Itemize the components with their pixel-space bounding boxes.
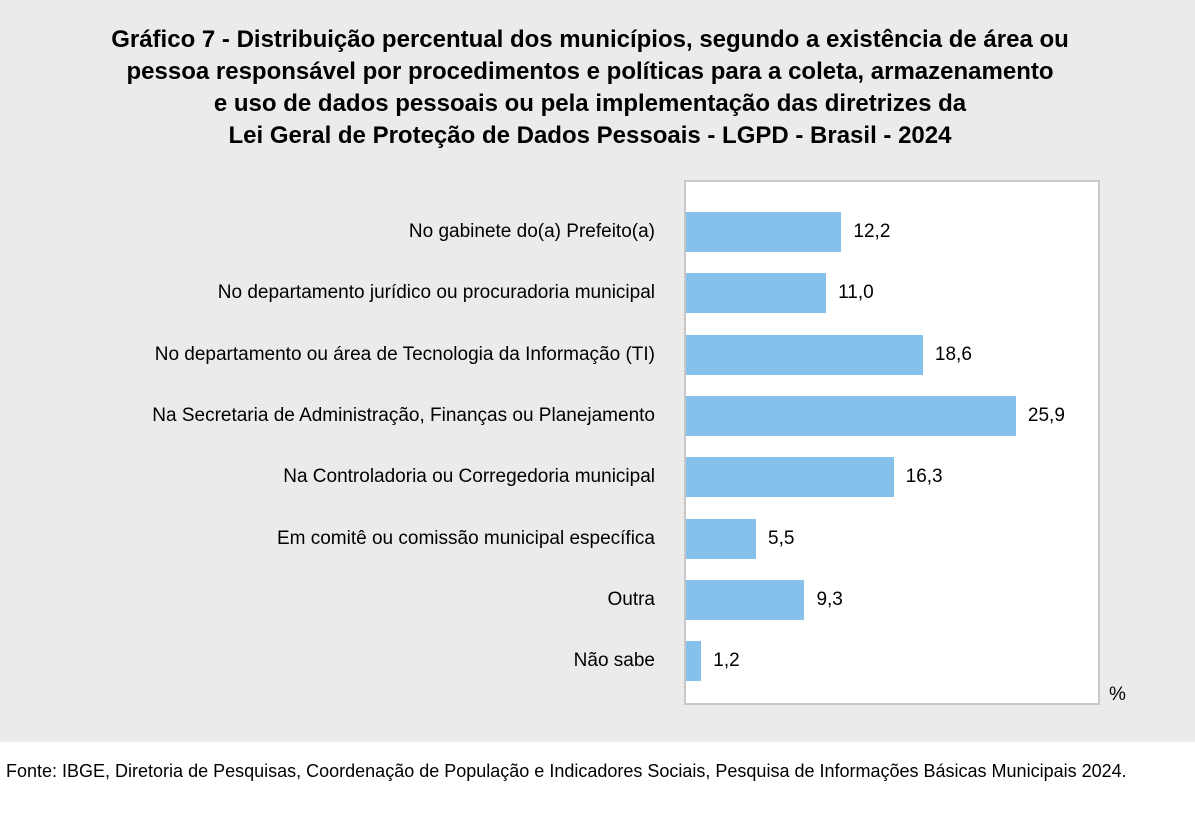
- category-label: Outra: [607, 588, 655, 610]
- data-label: 9,3: [816, 588, 843, 610]
- category-label: No gabinete do(a) Prefeito(a): [408, 221, 655, 242]
- category-label: Não sabe: [573, 650, 655, 672]
- category-label: Em comitê ou comissão municipal específi…: [276, 527, 655, 549]
- title-line: e uso de dados pessoais ou pela implemen…: [213, 90, 967, 117]
- unit-label: %: [1109, 684, 1126, 705]
- bar: [686, 334, 923, 375]
- title-line: pessoa responsável por procedimentos e p…: [126, 58, 1054, 85]
- bar: [686, 212, 842, 252]
- title-line: Gráfico 7 - Distribuição percentual dos …: [111, 26, 1069, 53]
- source-note: Fonte: IBGE, Diretoria de Pesquisas, Coo…: [6, 761, 1127, 781]
- title-line: Lei Geral de Proteção de Dados Pessoais …: [228, 122, 952, 149]
- data-label: 5,5: [768, 527, 795, 549]
- data-label: 11,0: [838, 282, 874, 304]
- data-label: 16,3: [905, 466, 943, 488]
- bar: [686, 457, 894, 498]
- bar: [686, 273, 827, 314]
- plot-area: [684, 180, 1100, 705]
- data-label: 1,2: [713, 650, 740, 672]
- chart-title: Gráfico 7 - Distribuição percentual dos …: [0, 24, 1180, 152]
- bar: [686, 395, 1016, 436]
- data-label: 25,9: [1027, 404, 1065, 426]
- data-label: 18,6: [934, 343, 972, 365]
- category-label: No departamento ou área de Tecnologia da…: [154, 343, 655, 365]
- data-label: 12,2: [853, 221, 891, 242]
- bar: [686, 518, 757, 559]
- category-label: No departamento jurídico ou procuradoria…: [217, 282, 655, 304]
- bar: [686, 641, 702, 682]
- category-label: Na Secretaria de Administração, Finanças…: [152, 404, 655, 426]
- category-label: Na Controladoria ou Corregedoria municip…: [283, 466, 655, 488]
- bar: [686, 579, 805, 620]
